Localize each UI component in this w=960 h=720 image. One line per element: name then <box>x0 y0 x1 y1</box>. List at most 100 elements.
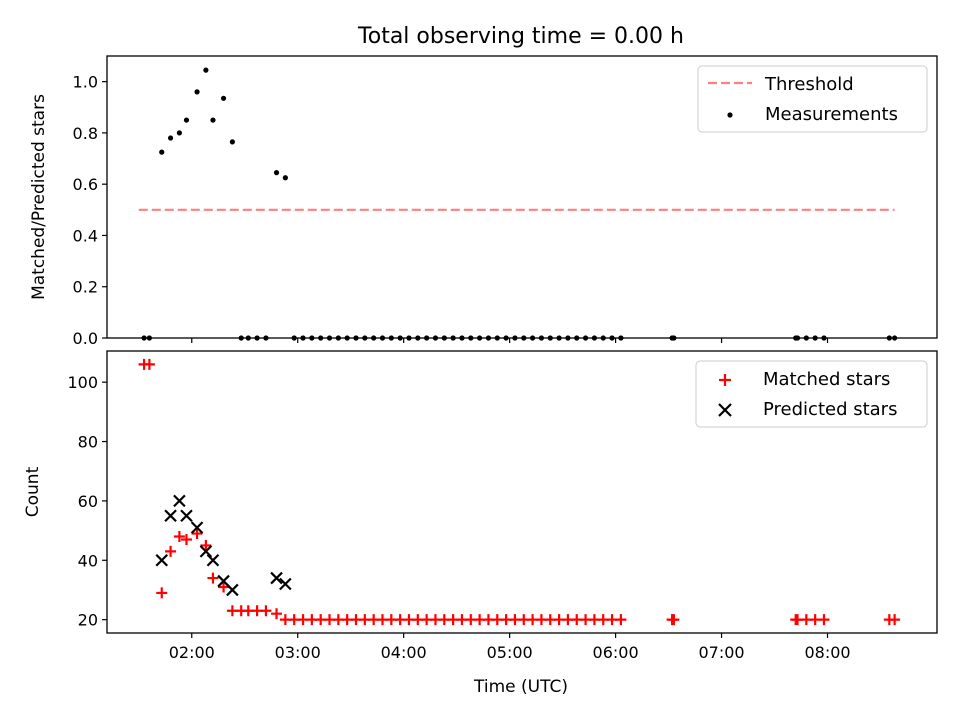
measurement-point <box>821 335 827 341</box>
legend-matched-swatch <box>719 374 731 386</box>
predicted-star-point <box>206 553 220 567</box>
measurement-point <box>406 335 412 341</box>
measurement-point <box>671 335 677 341</box>
bottom-y-tick-label: 80 <box>78 433 98 452</box>
measurement-point <box>335 335 341 341</box>
bottom-panel: 02:00 03:00 04:00 05:00 06:00 07:00 08:00 20 40… <box>23 350 938 697</box>
matched-star-point <box>889 614 901 626</box>
legend-matched-label: Matched stars <box>763 369 890 390</box>
x-tick-label: 06:00 <box>593 643 639 662</box>
x-tick-label: 07:00 <box>698 643 744 662</box>
matched-star-point <box>200 539 212 551</box>
top-panel: 0.0 0.2 0.4 0.6 0.8 1.0 Matched/Predicted sta… <box>29 55 938 348</box>
bottom-panel-legend: Matched stars Predicted stars <box>695 360 928 428</box>
measurement-point <box>263 335 269 341</box>
matched-star-point <box>207 572 219 584</box>
predicted-star-point <box>155 553 169 567</box>
legend-threshold-label: Threshold <box>764 74 854 95</box>
measurement-point <box>485 335 492 341</box>
legend-measurements-label: Measurements <box>765 104 898 125</box>
measurement-point <box>300 335 306 341</box>
top-y-tick-label: 0.4 <box>73 226 98 245</box>
measurement-point <box>424 335 430 341</box>
bottom-y-tick-label: 40 <box>78 551 98 570</box>
measurement-point <box>600 335 606 341</box>
measurement-point <box>468 335 474 341</box>
measurement-point <box>183 117 190 123</box>
measurement-point <box>167 135 174 141</box>
measurement-point <box>494 335 500 341</box>
x-tick-label: 02:00 <box>169 643 215 662</box>
measurement-point <box>565 335 571 341</box>
top-y-tick-label: 0.2 <box>73 278 98 297</box>
measurement-point <box>203 67 209 73</box>
bottom-panel-y-ticks: 20 40 60 80 100 <box>67 373 107 630</box>
x-tick-label: 08:00 <box>804 643 850 662</box>
predicted-star-point <box>199 545 213 558</box>
top-panel-legend-frame <box>697 65 928 133</box>
measurement-point <box>556 335 562 341</box>
measurement-point <box>371 335 377 341</box>
matched-star-point <box>143 358 155 370</box>
measurement-point <box>353 335 359 341</box>
x-tick-label: 05:00 <box>487 643 533 662</box>
measurement-point <box>450 335 456 341</box>
measurement-point <box>176 130 183 136</box>
measurement-point <box>591 335 598 341</box>
measurement-point <box>477 335 483 341</box>
measurement-point <box>291 335 297 341</box>
matched-star-point <box>818 614 830 626</box>
predicted-star-point <box>270 571 283 585</box>
measurement-point <box>318 335 324 341</box>
bottom-panel-marks <box>138 358 901 626</box>
matched-star-point <box>668 614 680 626</box>
measurement-point <box>141 335 147 341</box>
measurement-point <box>238 335 244 341</box>
measurement-point <box>547 335 553 341</box>
top-panel-y-axis-label: Matched/Predicted stars <box>29 94 49 300</box>
top-y-tick-label: 0.0 <box>73 329 98 348</box>
measurement-point <box>254 335 260 341</box>
measurement-point <box>432 335 439 341</box>
matched-star-point <box>218 581 230 593</box>
predicted-star-point <box>226 583 239 597</box>
measurement-point <box>220 95 227 101</box>
top-panel-legend: Threshold Measurements <box>697 65 928 133</box>
measurement-point <box>245 335 251 341</box>
measurement-point <box>459 335 465 341</box>
x-tick-label: 04:00 <box>381 643 427 662</box>
measurement-point <box>146 335 152 341</box>
matched-star-point <box>191 528 203 540</box>
bottom-y-tick-label: 20 <box>78 611 98 630</box>
top-panel-y-ticks: 0.0 0.2 0.4 0.6 0.8 1.0 <box>73 73 107 348</box>
matched-star-point <box>180 533 192 545</box>
predicted-star-point <box>190 521 204 534</box>
matched-star-point <box>156 587 168 599</box>
measurement-point <box>194 89 200 95</box>
legend-measurements-swatch <box>727 112 733 118</box>
measurement-point <box>273 170 280 176</box>
measurement-point <box>326 335 333 341</box>
matched-star-point <box>173 531 185 543</box>
measurement-point <box>512 335 518 341</box>
measurement-point <box>229 139 235 145</box>
bottom-panel-y-axis-label: Count <box>23 466 43 517</box>
measurement-point <box>388 335 394 341</box>
measurement-point <box>618 335 624 341</box>
bottom-panel-frame <box>106 350 938 634</box>
top-y-tick-label: 0.6 <box>73 175 98 194</box>
bottom-panel-legend-frame <box>695 360 928 428</box>
matched-star-point <box>260 605 272 617</box>
measurement-point <box>159 149 165 155</box>
measurement-point <box>344 335 350 341</box>
measurement-point <box>362 335 368 341</box>
measurement-point <box>309 335 315 341</box>
measurement-point <box>379 335 386 341</box>
matched-star-point <box>165 545 177 557</box>
measurement-point <box>794 335 801 341</box>
figure-title: Total observing time = 0.00 h <box>357 24 684 49</box>
matched-star-point <box>271 608 283 620</box>
predicted-star-point <box>180 509 193 523</box>
measurement-point <box>803 335 809 341</box>
